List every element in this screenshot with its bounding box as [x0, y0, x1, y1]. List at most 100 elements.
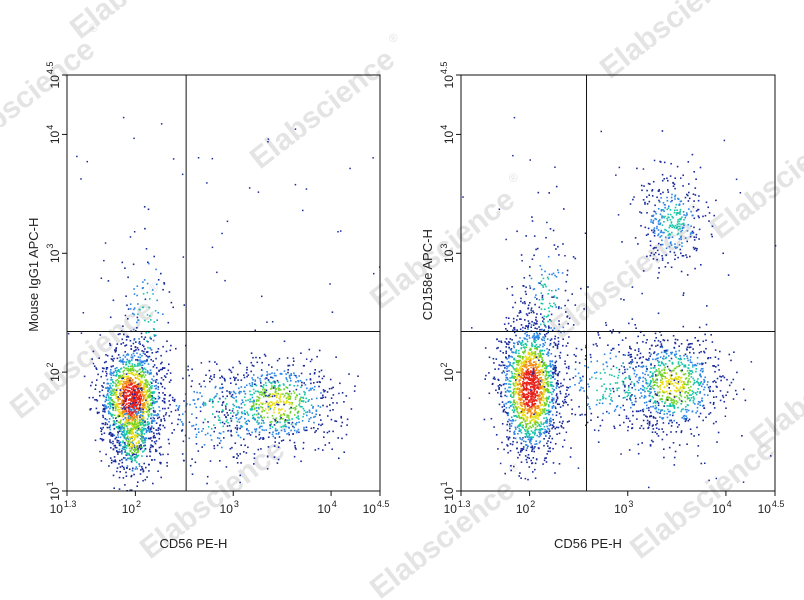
event-dot	[101, 438, 103, 440]
event-dot	[526, 430, 529, 433]
event-dot	[275, 430, 277, 432]
event-dot	[540, 391, 542, 393]
event-dot	[273, 380, 275, 382]
event-dot	[294, 183, 297, 186]
event-dot	[663, 355, 665, 358]
event-dot	[521, 341, 524, 343]
event-dot	[131, 469, 134, 472]
event-dot	[211, 378, 213, 381]
event-dot	[97, 373, 99, 376]
event-dot	[320, 419, 322, 421]
event-dot	[83, 375, 86, 378]
event-dot	[685, 406, 687, 408]
event-dot	[121, 407, 124, 410]
event-dot	[136, 435, 139, 438]
event-dot	[140, 469, 142, 471]
event-dot	[162, 453, 164, 456]
event-dot	[521, 426, 524, 428]
event-dot	[663, 349, 666, 352]
event-dot	[119, 408, 121, 411]
event-dot	[675, 350, 677, 353]
event-dot	[524, 436, 527, 438]
event-dot	[658, 370, 660, 372]
event-dot	[514, 437, 517, 440]
event-dot	[518, 427, 521, 430]
event-dot	[122, 400, 125, 402]
event-dot	[236, 462, 239, 464]
event-dot	[528, 427, 530, 429]
event-dot	[121, 385, 124, 388]
event-dot	[283, 384, 285, 386]
event-dot	[550, 417, 552, 420]
event-dot	[133, 438, 136, 441]
event-dot	[147, 261, 149, 264]
event-dot	[121, 387, 123, 390]
event-dot	[149, 347, 152, 350]
event-dot	[270, 401, 272, 403]
event-dot	[564, 401, 567, 403]
event-dot	[136, 412, 139, 414]
event-dot	[153, 402, 156, 405]
event-dot	[111, 390, 114, 392]
event-dot	[206, 182, 208, 184]
event-dot	[132, 369, 134, 371]
event-dot	[120, 376, 122, 378]
event-dot	[122, 373, 125, 376]
event-dot	[320, 397, 322, 399]
event-dot	[512, 306, 514, 309]
event-dot	[522, 364, 524, 367]
event-dot	[692, 383, 695, 386]
event-dot	[221, 411, 223, 413]
event-dot	[148, 331, 150, 334]
event-dot	[538, 424, 540, 426]
event-dot	[520, 451, 522, 453]
event-dot	[131, 420, 133, 423]
event-dot	[518, 454, 521, 456]
event-dot	[538, 415, 540, 418]
event-dot	[540, 386, 542, 389]
event-dot	[150, 319, 152, 321]
event-dot	[288, 427, 290, 429]
event-dot	[280, 440, 283, 442]
event-dot	[110, 365, 113, 368]
event-dot	[133, 420, 135, 422]
event-dot	[144, 420, 146, 422]
event-dot	[520, 461, 523, 463]
event-dot	[545, 374, 548, 377]
event-dot	[141, 446, 143, 449]
event-dot	[264, 388, 266, 391]
event-dot	[151, 413, 153, 415]
event-dot	[189, 464, 192, 467]
event-dot	[343, 401, 345, 403]
event-dot	[521, 357, 524, 359]
event-dot	[125, 382, 128, 385]
event-dot	[534, 468, 536, 471]
event-dot	[283, 394, 286, 397]
event-dot	[103, 259, 105, 262]
event-dot	[565, 366, 568, 369]
event-dot	[523, 440, 525, 442]
event-dot	[121, 410, 124, 413]
event-dot	[528, 379, 531, 381]
event-dot	[548, 447, 551, 450]
event-dot	[234, 442, 237, 444]
event-dot	[531, 462, 533, 465]
event-dot	[246, 375, 248, 378]
event-dot	[130, 458, 132, 461]
event-dot	[539, 399, 542, 401]
event-dot	[197, 428, 200, 430]
event-dot	[534, 369, 537, 372]
event-dot	[198, 431, 200, 433]
event-dot	[279, 373, 282, 375]
event-dot	[533, 355, 535, 357]
event-dot	[243, 390, 246, 393]
event-dot	[541, 358, 543, 361]
event-dot	[508, 365, 510, 367]
event-dot	[219, 460, 221, 462]
event-dot	[736, 393, 738, 396]
event-dot	[135, 394, 138, 397]
event-dot	[506, 389, 509, 392]
event-dot	[511, 443, 514, 446]
event-dot	[103, 382, 105, 384]
event-dot	[249, 393, 252, 396]
